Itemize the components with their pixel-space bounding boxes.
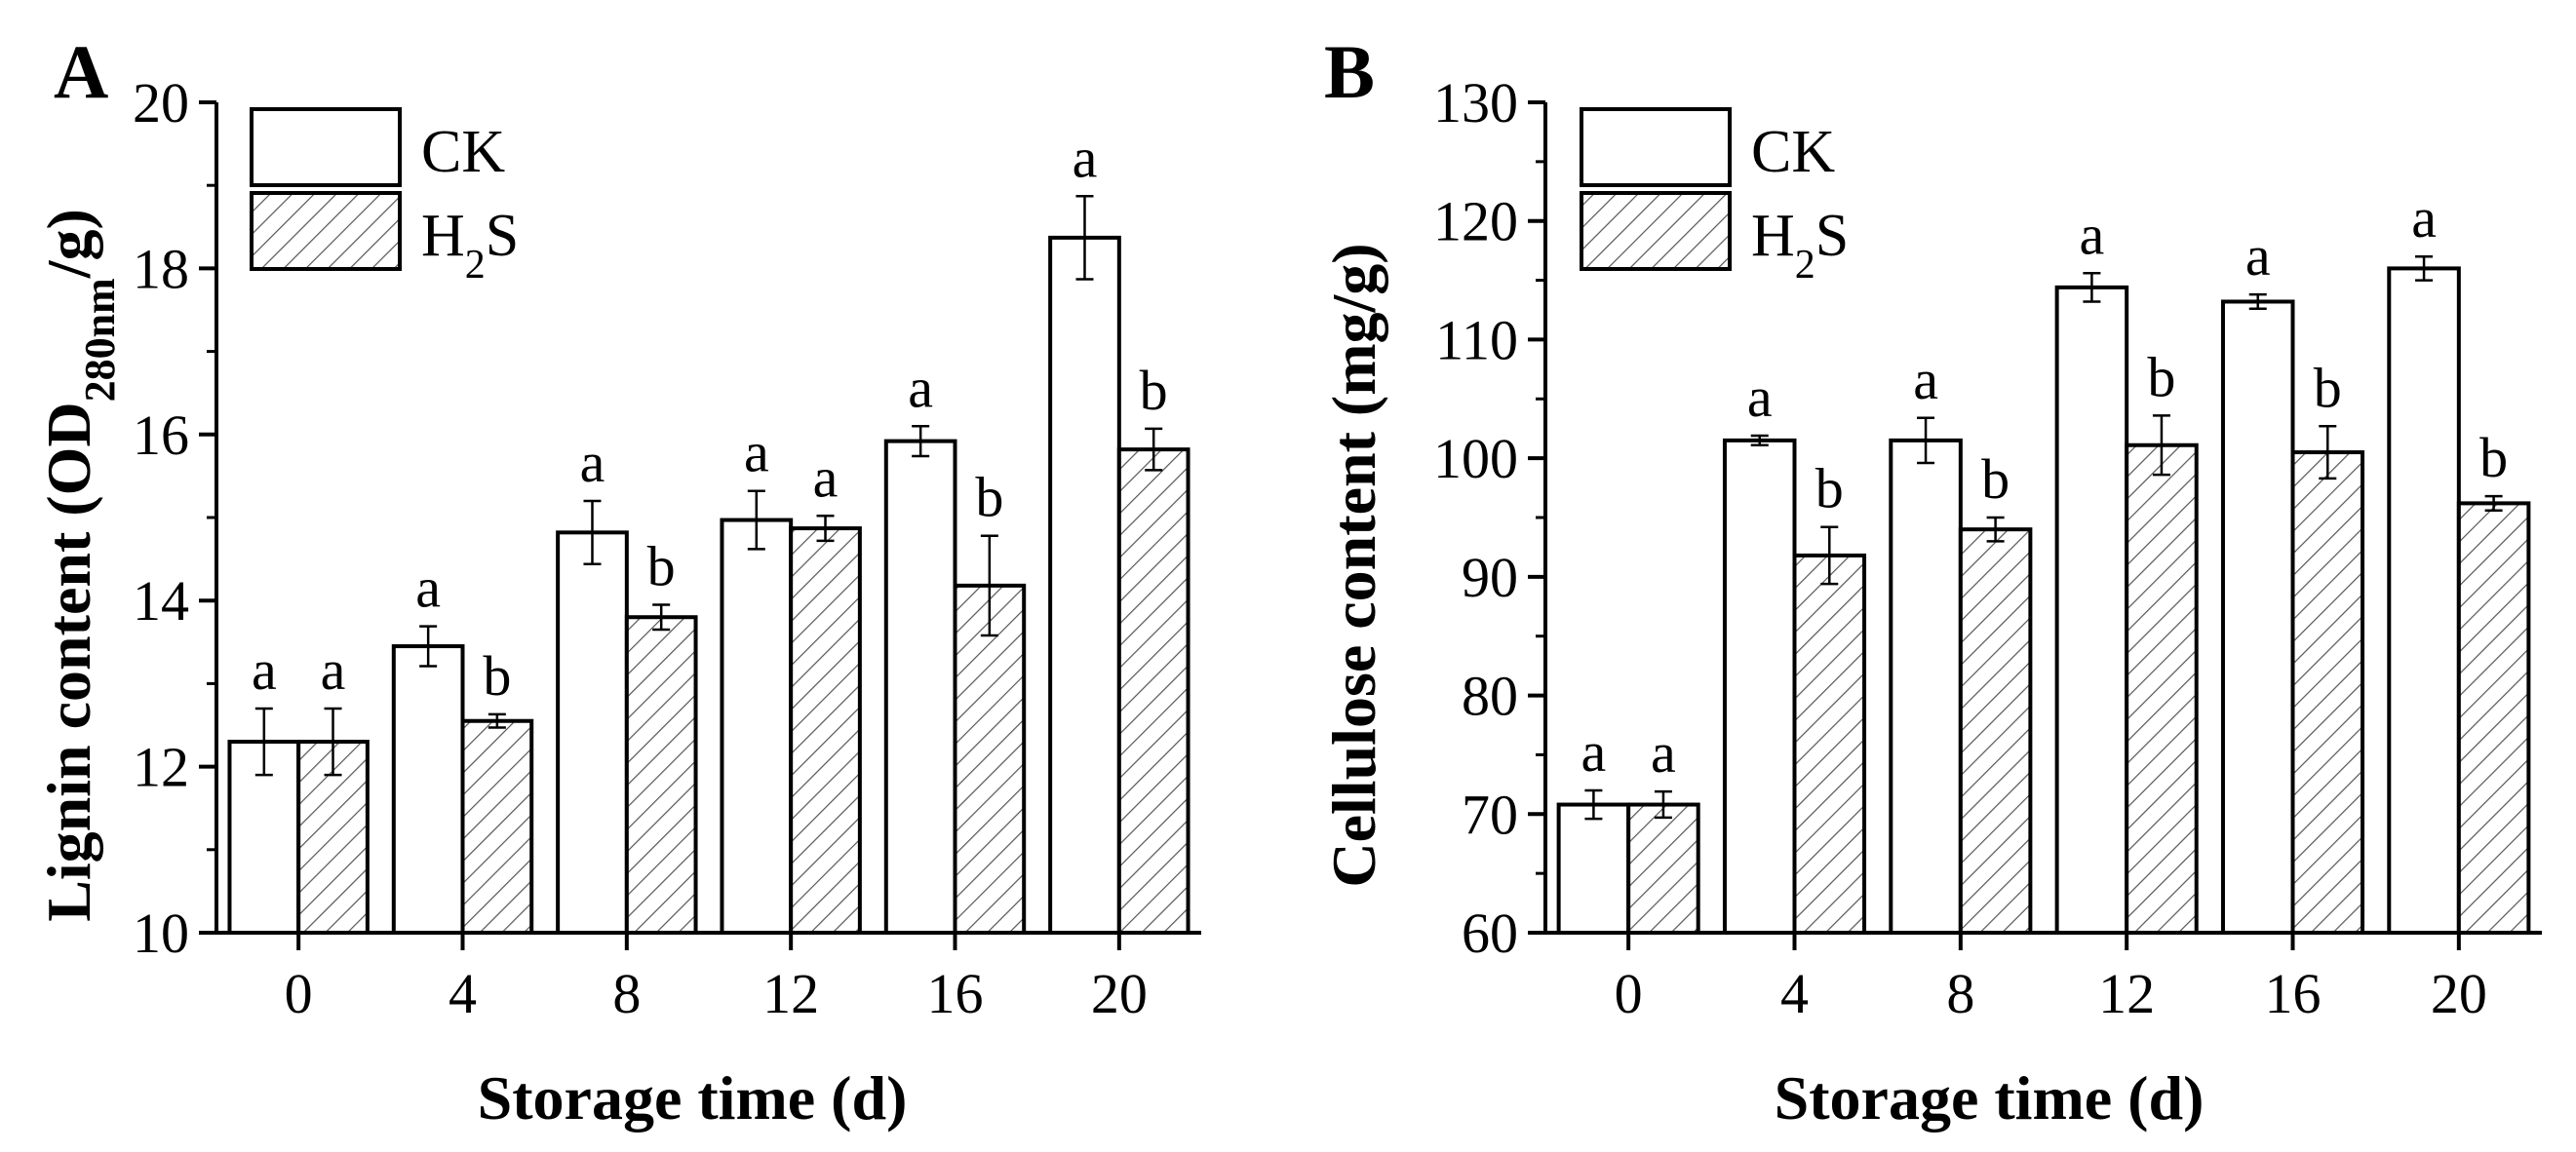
panel-b-significance-letter: b: [1981, 447, 2010, 511]
panel-a-bar-ck: [720, 518, 794, 936]
panel-b-significance-letter: a: [1913, 348, 1938, 411]
panel-a-y-tick-label: 10: [133, 902, 189, 965]
panel-a-legend: CK H2S: [250, 107, 519, 288]
panel-b-significance-letter: a: [1651, 721, 1676, 785]
panel-b-bar-ck: [1722, 438, 1797, 935]
panel-b-bar-h2s: [2125, 442, 2199, 935]
panel-a-bar-ck: [556, 530, 629, 935]
panel-b-significance-letter: b: [2479, 426, 2508, 489]
panel-b-y-axis-title: Cellulose content (mg/g): [1319, 243, 1388, 887]
panel-b-y-tick-label: 130: [1433, 71, 1518, 134]
panel-b-x-tick-label: 0: [1615, 962, 1643, 1025]
panel-b-bar-h2s: [2456, 501, 2531, 935]
panel-a-x-tick-label: 8: [612, 962, 641, 1025]
panel-a-x-tick-label: 4: [449, 962, 477, 1025]
panel-b-significance-letter: a: [1581, 720, 1607, 784]
panel-a-bar-ck: [1048, 235, 1121, 936]
panel-b-significance-letter: b: [1815, 457, 1844, 520]
panel-a-x-tick-label: 20: [1091, 962, 1148, 1025]
panel-b-bar-ck: [2054, 285, 2129, 936]
panel-a-legend-swatch-h2s: [250, 191, 402, 271]
panel-b-x-axis-title: Storage time (d): [1775, 1063, 2205, 1133]
panel-b-x-tick-label: 4: [1780, 962, 1809, 1025]
panel-a-significance-letter: b: [975, 466, 1003, 529]
panel-b-x-tick-label: 12: [2098, 962, 2155, 1025]
panel-a-significance-letter: a: [580, 431, 605, 494]
panel-b-legend-swatch-ck: [1580, 107, 1732, 187]
panel-a-y-tick-label: 14: [133, 569, 189, 633]
panel-a-bar-h2s: [460, 718, 534, 935]
panel-a-significance-letter: a: [908, 356, 933, 419]
panel-b-y-tick-label: 90: [1462, 546, 1518, 609]
panel-b-significance-letter: b: [2314, 356, 2342, 419]
panel-b-x-tick-label: 20: [2431, 962, 2487, 1025]
panel-b-bar-h2s: [2290, 450, 2365, 935]
panel-b-x-tick-label: 8: [1946, 962, 1974, 1025]
panel-b-bar-h2s: [1626, 802, 1700, 936]
panel-b-x-tick-label: 16: [2265, 962, 2322, 1025]
panel-b-y-tick-label: 120: [1433, 190, 1518, 253]
panel-a-significance-letter: a: [252, 638, 277, 702]
panel-b-bar-h2s: [1958, 527, 2033, 936]
panel-b-y-tick-label: 110: [1435, 308, 1518, 371]
panel-a-x-tick-label: 12: [762, 962, 819, 1025]
panel-a-significance-letter: b: [647, 534, 676, 597]
panel-a-significance-letter: b: [483, 644, 511, 708]
panel-a-y-tick-label: 20: [133, 71, 189, 134]
panel-b-bar-ck: [1889, 438, 1963, 935]
panel-b-significance-letter: a: [2080, 203, 2105, 266]
panel-b-bar-ck: [2220, 299, 2295, 936]
panel-b-significance-letter: b: [2147, 345, 2175, 408]
panel-a-legend-label-h2s: H2S: [421, 203, 519, 288]
panel-a-significance-letter: a: [415, 557, 441, 620]
panel-a-bar-ck: [883, 439, 957, 935]
panel-a-bar-h2s: [624, 615, 698, 935]
panel-a-legend-swatch-ck: [250, 107, 402, 187]
panel-b-y-tick-label: 60: [1462, 902, 1518, 965]
panel-b-legend-swatch-h2s: [1580, 191, 1732, 271]
panel-b-legend-label-ck: CK: [1751, 119, 1835, 185]
panel-b-bar-ck: [1556, 802, 1631, 936]
panel-b-significance-letter: a: [1747, 365, 1773, 429]
panel-a-significance-letter: b: [1140, 359, 1168, 422]
panel-a-significance-letter: a: [744, 421, 769, 484]
panel-a-significance-letter: a: [1073, 126, 1098, 189]
panel-a-x-tick-label: 16: [927, 962, 984, 1025]
panel-a-bar-h2s: [1116, 447, 1190, 935]
panel-a-y-title-tail: /g): [34, 209, 103, 279]
panel-b-y-tick-label: 100: [1433, 427, 1518, 490]
panel-a-bar-h2s: [789, 526, 862, 935]
panel-a-legend-label-ck: CK: [421, 119, 505, 185]
panel-a-bar-ck: [391, 644, 465, 935]
panel-a-significance-letter: a: [813, 445, 839, 509]
panel-b-legend-label-h2s: H2S: [1751, 203, 1849, 288]
panel-b-legend: CK H2S: [1580, 107, 1849, 288]
panel-a-bar-h2s: [953, 583, 1027, 935]
panel-b-letter: B: [1324, 29, 1375, 114]
panel-a-y-title-main: Lignin content (OD: [34, 402, 103, 921]
panel-b-bar-ck: [2387, 266, 2461, 935]
panel-b-bar-h2s: [1792, 553, 1867, 935]
panel-b-significance-letter: a: [2411, 186, 2437, 250]
panel-a-significance-letter: a: [321, 638, 346, 702]
panel-a-x-axis-title: Storage time (d): [478, 1063, 908, 1133]
panel-a-x-tick-label: 0: [285, 962, 313, 1025]
panel-a-letter: A: [54, 29, 108, 114]
panel-b-y-tick-label: 70: [1462, 783, 1518, 846]
panel-a-y-tick-label: 18: [133, 237, 189, 300]
panel-b-y-tick-label: 80: [1462, 665, 1518, 728]
panel-a-y-title-subscript: 280nm: [76, 278, 124, 402]
panel-a-y-tick-label: 12: [133, 736, 189, 799]
panel-a-y-tick-label: 16: [133, 403, 189, 467]
panel-b-significance-letter: a: [2245, 224, 2271, 288]
panel-a-y-axis-title: Lignin content (OD280nm/g): [34, 209, 124, 922]
